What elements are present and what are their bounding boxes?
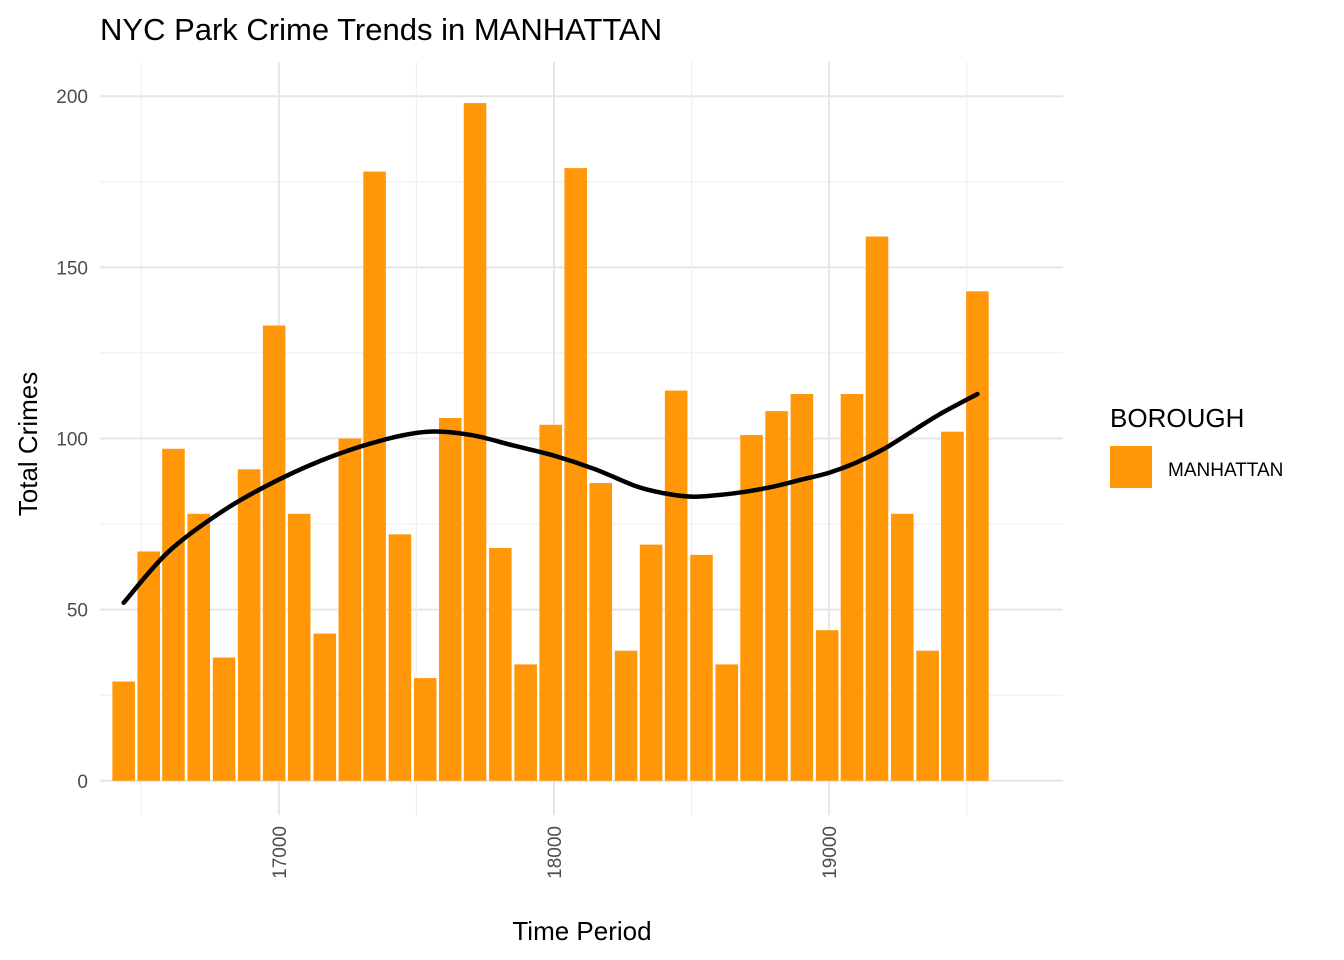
bar: [489, 548, 512, 781]
x-tick-label: 17000: [270, 826, 291, 879]
bar: [338, 438, 362, 781]
bar: [639, 544, 663, 781]
legend-title: BOROUGH: [1110, 403, 1244, 433]
x-tick-label: 18000: [545, 826, 566, 879]
bar: [463, 103, 487, 781]
bar: [438, 417, 462, 781]
bar: [941, 431, 964, 781]
bar: [589, 482, 613, 781]
legend-label-manhattan: MANHATTAN: [1168, 460, 1283, 481]
bar: [262, 325, 286, 781]
x-axis-title: Time Period: [512, 916, 651, 946]
bar: [237, 469, 261, 781]
bar: [514, 664, 537, 781]
bar: [664, 390, 688, 781]
bar: [363, 171, 386, 781]
y-axis-ticks: 0 50 100 150 200: [56, 87, 88, 793]
bar: [313, 633, 337, 781]
bar: [765, 411, 788, 781]
bar: [162, 448, 185, 781]
bars: [112, 103, 989, 781]
bar: [287, 513, 311, 781]
bar: [187, 513, 211, 781]
chart-title: NYC Park Crime Trends in MANHATTAN: [100, 12, 662, 47]
y-tick-label: 0: [77, 772, 88, 793]
x-axis-ticks: 17000 18000 19000: [270, 826, 841, 879]
bar: [137, 551, 160, 781]
legend-key-manhattan: [1110, 446, 1152, 488]
bar: [614, 650, 638, 781]
bar: [891, 513, 914, 781]
bar: [388, 534, 412, 781]
bar: [790, 394, 814, 781]
bar: [212, 657, 236, 781]
bar: [112, 681, 135, 781]
bar: [690, 554, 713, 781]
y-axis-title: Total Crimes: [13, 372, 43, 516]
y-tick-label: 200: [56, 87, 88, 108]
bar: [715, 664, 739, 781]
trend-line: [121, 391, 980, 606]
bar: [413, 678, 437, 781]
y-tick-label: 100: [56, 430, 88, 451]
bar: [539, 424, 562, 781]
bar: [564, 168, 588, 781]
bar: [966, 291, 989, 781]
y-tick-label: 50: [67, 601, 88, 622]
bar: [865, 236, 889, 781]
bar: [916, 650, 939, 781]
y-tick-label: 150: [56, 258, 88, 279]
bar: [840, 394, 864, 781]
bar: [740, 435, 763, 781]
legend: BOROUGH MANHATTAN: [1110, 403, 1283, 488]
bar: [815, 630, 839, 781]
x-tick-label: 19000: [820, 826, 841, 879]
